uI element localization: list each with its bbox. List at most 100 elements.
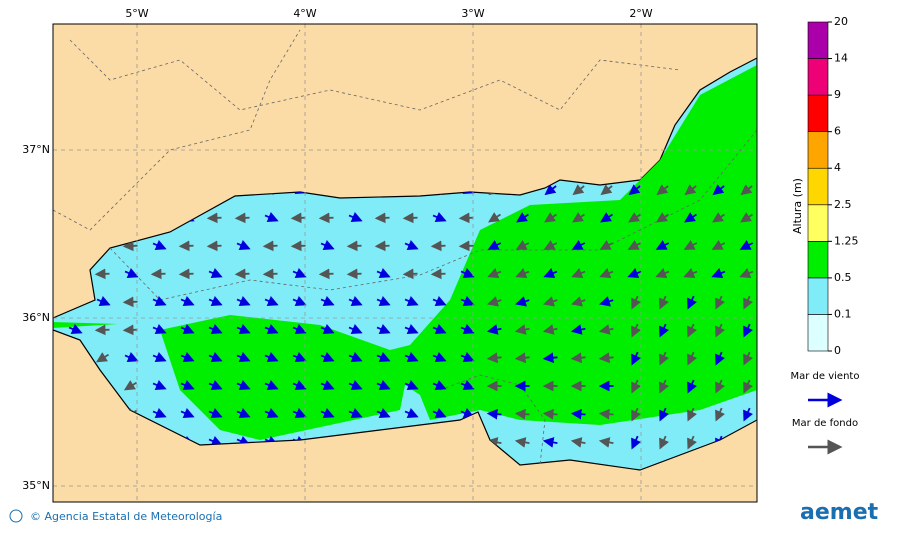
wave-arrow <box>460 352 475 363</box>
wave-arrow <box>659 351 669 366</box>
wave-arrow <box>376 324 391 335</box>
wave-arrow <box>458 212 474 224</box>
wave-arrow <box>208 380 223 391</box>
wave-arrow <box>404 380 419 391</box>
wave-arrow <box>486 352 502 364</box>
wave-arrow <box>514 408 530 420</box>
wave-arrow <box>180 408 195 419</box>
wave-arrow <box>460 324 475 335</box>
wave-arrow <box>740 212 753 223</box>
wave-arrow <box>404 408 419 419</box>
wave-arrow <box>150 268 166 280</box>
wave-arrow <box>262 240 278 252</box>
colorbar-segment <box>807 131 829 169</box>
colorbar-label: 0.1 <box>834 307 852 320</box>
wave-arrow <box>515 296 530 307</box>
wave-arrow <box>687 351 697 366</box>
wave-arrow <box>208 296 223 307</box>
wave-arrow <box>206 240 222 252</box>
wave-arrow <box>236 408 251 419</box>
wave-arrow <box>743 323 753 338</box>
lon-label: 4°W <box>293 7 316 20</box>
wave-arrow <box>684 212 697 223</box>
wave-arrow <box>687 435 697 450</box>
wave-arrow <box>712 184 725 196</box>
wave-arrow <box>571 296 586 307</box>
credit: © Agencia Estatal de Meteorología <box>30 510 222 523</box>
colorbar-segment <box>807 21 829 59</box>
wave-arrow <box>598 352 614 364</box>
wave-arrow <box>262 268 278 280</box>
wave-arrow <box>348 296 363 307</box>
wave-arrow <box>514 352 530 364</box>
wave-arrow <box>402 268 418 280</box>
wave-arrow <box>376 268 391 279</box>
wave-arrow <box>208 408 223 419</box>
wave-arrow <box>292 408 307 419</box>
wave-arrow <box>656 184 669 196</box>
wave-arrow <box>376 408 391 419</box>
wave-arrow <box>432 380 447 391</box>
wave-arrow <box>543 296 558 307</box>
wave-arrow <box>96 296 111 307</box>
wave-arrow <box>743 407 753 422</box>
wave-arrow <box>683 240 698 250</box>
legend: Mar de viento Mar de fondo <box>791 371 859 455</box>
wave-arrow <box>402 212 418 224</box>
legend-label: Mar de fondo <box>792 418 858 429</box>
colorbar-label: 0.5 <box>834 271 852 284</box>
wave-arrow <box>543 268 558 279</box>
wave-arrow <box>348 212 363 223</box>
strait-area <box>53 322 118 328</box>
wave-arrow <box>376 296 391 307</box>
wave-arrow <box>600 212 613 223</box>
wave-arrow <box>318 268 334 280</box>
wave-arrow <box>656 212 669 223</box>
wave-arrow <box>122 324 138 336</box>
wave-arrow <box>320 408 335 419</box>
wave-arrow <box>292 268 307 279</box>
wave-arrow <box>264 352 279 363</box>
graticule <box>53 24 757 502</box>
wave-arrow <box>320 240 335 251</box>
wave-arrow <box>208 324 223 335</box>
wave-arrow <box>598 324 614 335</box>
wave-arrow <box>432 296 447 307</box>
wave-arrow <box>152 408 167 419</box>
wave-arrow <box>320 380 335 391</box>
wave-arrow <box>180 296 195 307</box>
wave-arrow <box>683 268 698 279</box>
wave-arrow <box>180 380 195 391</box>
colorbar-segment <box>807 58 829 96</box>
wave-arrow <box>628 184 641 196</box>
wave-arrow <box>542 352 558 364</box>
wave-arrow <box>123 380 138 391</box>
wave-arrow <box>346 240 362 252</box>
logo: aemet <box>800 500 879 525</box>
wave-arrow <box>627 268 642 279</box>
wave-arrow <box>430 268 446 280</box>
colorbar-segment <box>807 314 829 352</box>
wave-arrow <box>659 323 669 338</box>
wave-arrow <box>488 212 501 223</box>
colorbar-title: Altura (m) <box>791 178 804 234</box>
wave-arrow <box>432 408 447 419</box>
wave-arrow <box>712 212 725 223</box>
wave-arrow <box>628 212 641 223</box>
wave-arrow <box>290 212 306 224</box>
wave-arrow <box>432 324 447 335</box>
wave-arrow <box>544 212 557 223</box>
wave-arrow <box>236 296 251 307</box>
wave-arrow <box>487 240 502 250</box>
wave-arrow <box>206 212 222 224</box>
wave-arrow <box>715 351 725 366</box>
wave-arrow <box>570 324 586 335</box>
wave-arrow <box>374 212 390 224</box>
map-frame <box>52 23 758 503</box>
wave-arrow <box>376 352 391 363</box>
wave-arrow <box>655 268 670 279</box>
wave-arrow <box>544 184 557 196</box>
colorbar-segment <box>807 204 829 242</box>
wave-arrow <box>236 380 251 391</box>
wave-arrow <box>515 240 530 250</box>
